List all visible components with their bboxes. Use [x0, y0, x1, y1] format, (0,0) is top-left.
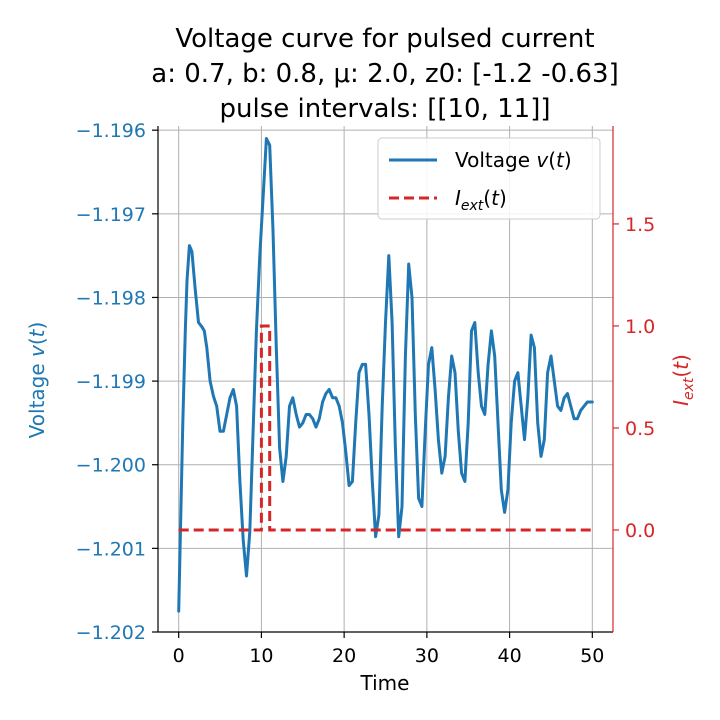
series-current-line [178, 324, 593, 532]
x-tick-label: 10 [249, 645, 273, 667]
x-tick-label: 40 [497, 645, 521, 667]
chart-title-line-2: a: 0.7, b: 0.8, μ: 2.0, z0: [-1.2 -0.63] [151, 59, 618, 89]
chart-title-line-1: Voltage curve for pulsed current [175, 24, 594, 54]
y-left-tick-label: −1.200 [76, 455, 146, 477]
x-axis-label: Time [360, 671, 410, 695]
y-right-tick-label: 1.0 [625, 316, 655, 338]
y-left-tick-label: −1.199 [76, 371, 146, 393]
y-right-tick-label: 0.0 [625, 520, 655, 542]
y-right-tick-label: 1.5 [625, 214, 655, 236]
y-axis-left-label: Voltage v(t) [25, 322, 49, 439]
y-left-tick-label: −1.202 [76, 622, 146, 644]
y-left-tick-label: −1.201 [76, 538, 146, 560]
y-left-tick-label: −1.198 [76, 287, 146, 309]
legend-box [377, 137, 601, 220]
x-tick-label: 0 [173, 645, 185, 667]
x-tick-label: 30 [415, 645, 439, 667]
tick-labels: 0 10 20 30 40 50 −1.196 −1.197 −1.198 −1.199 −1.20… [76, 120, 656, 667]
y-axis-right-label: Iext(t) [669, 354, 697, 406]
y-left-tick-label: −1.197 [76, 204, 146, 226]
series-voltage-line [177, 137, 594, 613]
axes [152, 126, 619, 638]
chart-title-line-3: pulse intervals: [[10, 11]] [220, 94, 551, 124]
y-right-tick-label: 0.5 [625, 418, 655, 440]
chart-title: Voltage curve for pulsed current a: 0.7,… [151, 24, 618, 124]
y-left-tick-label: −1.196 [76, 120, 146, 142]
legend-voltage-label: Voltage v(t) [455, 148, 572, 172]
plot-area [177, 137, 594, 613]
x-tick-label: 50 [580, 645, 604, 667]
x-tick-label: 20 [332, 645, 356, 667]
legend: Voltage v(t) Iext(t) [377, 137, 601, 220]
